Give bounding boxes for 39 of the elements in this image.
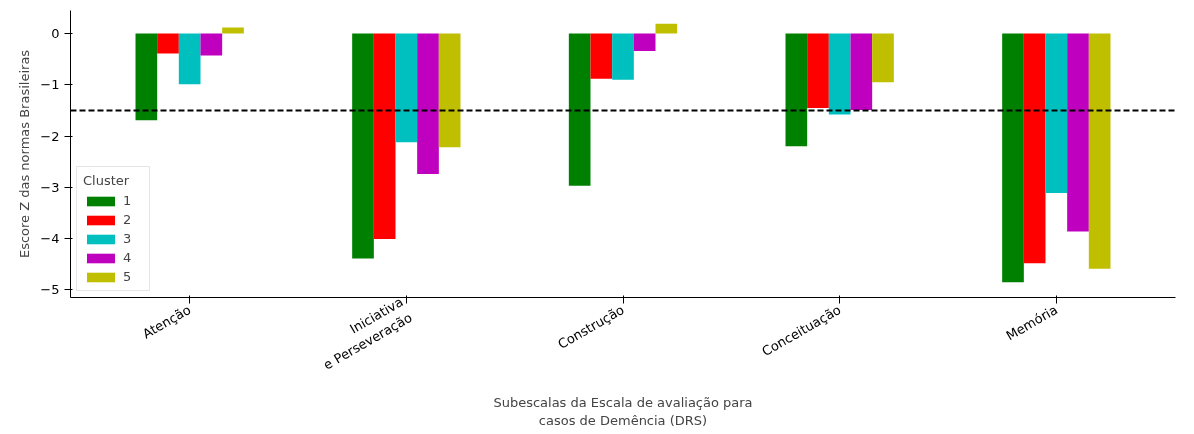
bar: [200, 33, 223, 56]
y-tick-label: −1: [40, 77, 60, 93]
bar: [157, 33, 179, 54]
legend-title: Cluster: [83, 173, 131, 188]
bar: [872, 33, 894, 83]
bar: [1088, 33, 1111, 269]
bar: [395, 33, 418, 143]
bar: [1023, 33, 1046, 264]
bar: [222, 27, 244, 34]
y-axis-title: Escore Z das normas Brasileiras: [17, 49, 33, 259]
legend-label: 2: [123, 212, 133, 227]
bar: [568, 33, 591, 186]
y-tick-label: −5: [40, 282, 60, 298]
bar: [612, 33, 634, 80]
bar: [633, 33, 656, 51]
bar: [373, 33, 396, 240]
bar: [417, 33, 439, 174]
bar: [178, 33, 201, 85]
bar: [655, 23, 678, 34]
legend-label: 5: [123, 269, 133, 284]
bar: [1002, 33, 1024, 283]
bar: [438, 33, 461, 148]
bar: [352, 33, 374, 259]
bar: [785, 33, 808, 147]
y-tick-label: −2: [40, 128, 60, 144]
bar: [807, 33, 829, 108]
y-tick-label: −4: [40, 231, 60, 247]
y-tick-label: −3: [40, 179, 60, 195]
bar: [850, 33, 873, 110]
legend-label: 4: [123, 250, 133, 265]
legend-label: 1: [123, 193, 133, 208]
y-tick-label: 0: [51, 26, 60, 42]
legend-label: 3: [123, 231, 133, 246]
bar: [1067, 33, 1089, 232]
bar: [828, 33, 851, 115]
bar: [135, 33, 158, 121]
bar: [1045, 33, 1068, 193]
x-axis-title: Subescalas da Escala de avaliação para casos de Demência (DRS): [493, 394, 753, 428]
bar: [590, 33, 613, 79]
